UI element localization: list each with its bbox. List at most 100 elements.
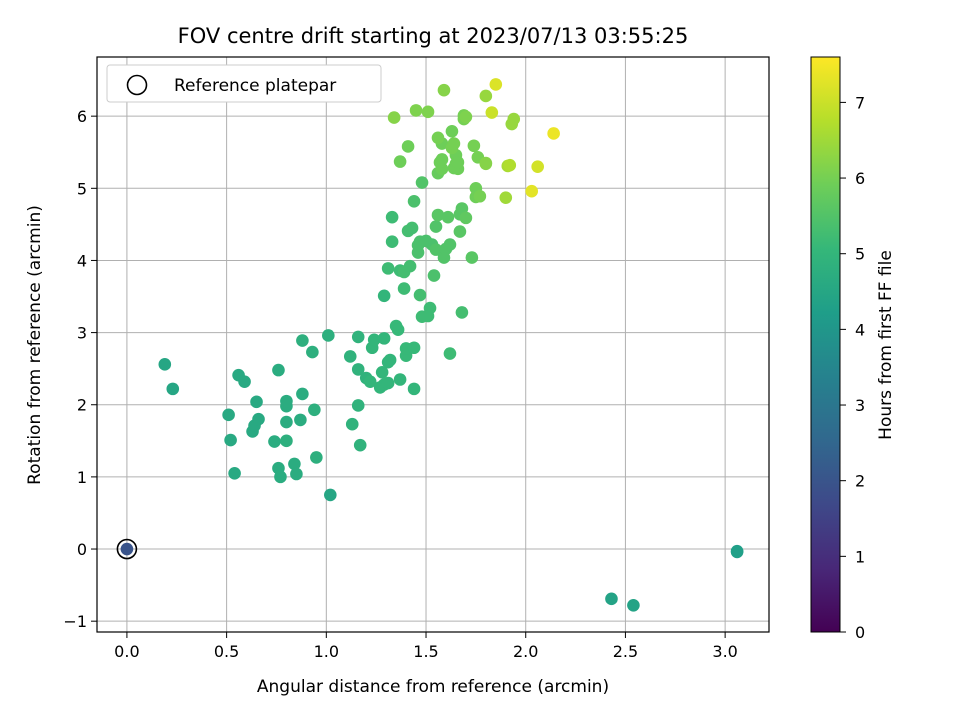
data-point [467, 139, 481, 153]
data-point [397, 282, 411, 295]
data-point [353, 438, 367, 452]
data-point [627, 599, 640, 612]
data-point [250, 395, 263, 409]
data-point [479, 156, 493, 170]
data-point [407, 341, 421, 355]
data-point [445, 125, 459, 138]
data-point [435, 162, 449, 176]
data-point [252, 412, 265, 426]
data-point [405, 221, 419, 235]
data-point [280, 415, 293, 429]
data-point [447, 137, 461, 150]
data-point [409, 104, 423, 117]
x-tick-label: 2.0 [513, 642, 538, 661]
data-point [435, 153, 449, 166]
data-point [441, 210, 455, 224]
y-tick-label: 4 [77, 251, 87, 270]
y-tick-label: 2 [77, 396, 87, 415]
data-point [294, 413, 307, 427]
data-point [423, 301, 437, 315]
colorbar-tick-label: 3 [855, 396, 865, 415]
data-point [377, 332, 391, 345]
colorbar-tick-label: 0 [855, 623, 865, 642]
colorbar: 0 1 2 3 4 5 6 7 Hours from first FF file [810, 56, 896, 642]
legend-marker [126, 74, 148, 96]
colorbar-tick-label: 5 [855, 245, 865, 264]
x-tick-label: 1.0 [314, 642, 339, 661]
data-point [547, 127, 560, 140]
legend-label: Reference platepar [174, 76, 336, 96]
data-point [272, 363, 285, 377]
data-point [421, 105, 435, 119]
data-point [385, 210, 399, 224]
data-point [387, 111, 401, 124]
data-point [383, 353, 397, 367]
data-point [413, 288, 427, 302]
y-tick-label: −1 [63, 612, 87, 631]
y-tick-label: 1 [77, 468, 87, 487]
legend-box [106, 64, 382, 103]
scatter-points [116, 78, 744, 612]
data-point [525, 184, 539, 198]
x-tick-label: 0.5 [214, 642, 239, 661]
colorbar-label: Hours from first FF file [876, 250, 896, 440]
chart-title: FOV centre drift starting at 2023/07/13 … [178, 24, 689, 48]
data-point [437, 83, 451, 97]
data-point [499, 191, 513, 204]
colorbar-tick-label: 2 [855, 472, 865, 491]
y-tick-label: 6 [77, 107, 87, 126]
x-axis-label: Angular distance from reference (arcmin) [257, 677, 609, 697]
data-point [465, 251, 479, 264]
data-point [485, 106, 499, 119]
x-tick-label: 1.5 [413, 642, 438, 661]
data-point [296, 387, 309, 401]
data-point [451, 156, 465, 169]
colorbar-tick-label: 6 [855, 169, 865, 188]
data-point [393, 373, 407, 386]
colorbar-gradient [810, 56, 841, 633]
x-tick-label: 0.0 [114, 642, 139, 661]
y-tick-label: 0 [77, 540, 87, 559]
data-point [415, 176, 429, 189]
data-point [479, 89, 493, 103]
data-point [730, 545, 744, 559]
data-point [228, 466, 241, 480]
reference-platepar-marker [116, 538, 138, 560]
data-point [306, 345, 319, 359]
data-point [324, 488, 337, 502]
data-point [381, 262, 395, 275]
y-tick-label: 3 [77, 324, 87, 343]
data-point [222, 408, 235, 422]
y-tick-label: 5 [77, 179, 87, 198]
colorbar-ticks: 0 1 2 3 4 5 6 7 [840, 93, 865, 642]
data-point [443, 238, 457, 251]
data-point [431, 131, 445, 145]
x-tick-label: 3.0 [712, 642, 737, 661]
grid [97, 57, 769, 632]
data-point [443, 347, 457, 360]
data-point [158, 358, 172, 371]
data-point [473, 189, 487, 203]
data-point [280, 434, 293, 448]
data-point [385, 235, 399, 248]
data-point [429, 243, 443, 256]
data-point [310, 451, 323, 464]
data-point [274, 470, 287, 484]
data-point [367, 333, 381, 347]
data-point [351, 330, 365, 344]
data-point [296, 334, 309, 347]
data-point [393, 155, 407, 168]
data-point [455, 306, 469, 319]
data-point [351, 363, 365, 376]
data-point [322, 329, 335, 342]
data-point [507, 112, 521, 126]
data-point [401, 140, 415, 153]
data-point [345, 417, 359, 431]
plot-frame [96, 56, 770, 633]
data-point [391, 323, 405, 337]
colorbar-tick-label: 4 [855, 320, 865, 339]
data-point [459, 211, 473, 225]
data-point [407, 382, 421, 396]
data-point [429, 220, 443, 233]
data-point [605, 592, 618, 606]
